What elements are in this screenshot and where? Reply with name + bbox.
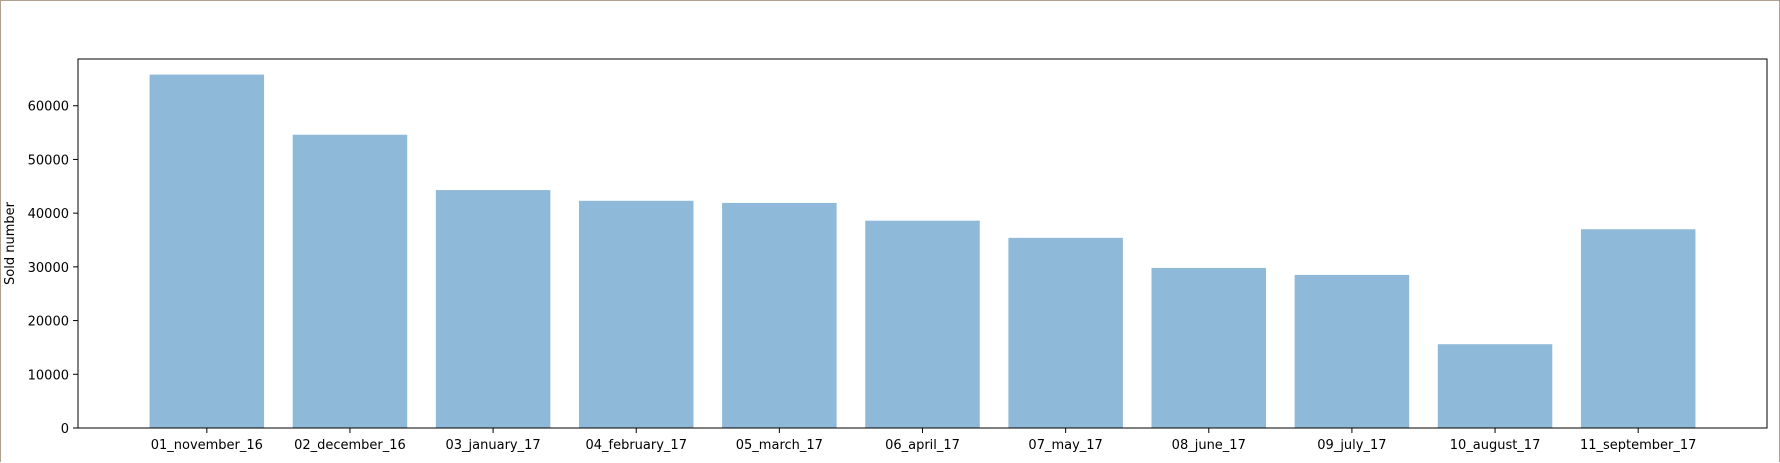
y-tick-label: 10000	[28, 368, 69, 383]
y-tick-label: 0	[61, 422, 69, 437]
x-tick-label: 10_august_17	[1450, 438, 1541, 453]
bar-06_april_17	[865, 220, 980, 428]
bar-05_march_17	[722, 202, 837, 428]
y-tick-label: 30000	[28, 261, 69, 276]
bar-04_february_17	[578, 200, 694, 428]
x-tick-label: 01_november_16	[151, 438, 263, 453]
bar-09_july_17	[1294, 274, 1410, 428]
bar-10_august_17	[1437, 344, 1553, 428]
x-tick-label: 05_march_17	[736, 438, 823, 453]
bar-11_september_17	[1580, 229, 1696, 428]
x-tick-label: 11_september_17	[1580, 438, 1696, 453]
bars-group	[149, 74, 1696, 428]
bar-03_january_17	[435, 190, 551, 428]
y-tick-label: 20000	[28, 315, 69, 330]
x-tick-label: 08_june_17	[1172, 438, 1246, 453]
x-tick-label: 04_february_17	[585, 438, 687, 453]
y-axis: 0 10000 20000 30000 40000 50000 60000	[28, 100, 78, 437]
bar-01_november_16	[149, 74, 265, 428]
x-axis: 01_november_16 02_december_16 03_january_1…	[151, 428, 1696, 453]
y-axis-label: Sold number	[3, 201, 18, 285]
y-tick-label: 50000	[28, 153, 69, 168]
bar-08_june_17	[1151, 267, 1267, 428]
x-tick-label: 02_december_16	[294, 438, 406, 453]
x-tick-label: 03_january_17	[446, 438, 541, 453]
x-tick-label: 06_april_17	[885, 438, 960, 453]
y-tick-label: 60000	[28, 100, 69, 115]
y-tick-label: 40000	[28, 207, 69, 222]
bar-07_may_17	[1008, 237, 1123, 428]
bar-02_december_16	[292, 134, 408, 428]
x-tick-label: 07_may_17	[1028, 438, 1102, 453]
x-tick-label: 09_july_17	[1317, 438, 1386, 453]
